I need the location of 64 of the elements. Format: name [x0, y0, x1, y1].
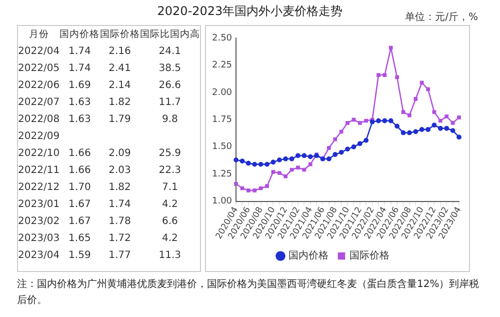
data-label: 1.74: [68, 45, 92, 59]
data-label: 1.70: [68, 181, 92, 195]
data-label: 22.3: [158, 164, 182, 178]
data-label: 7.1: [160, 181, 179, 195]
text: 国际比国内高: [140, 28, 200, 42]
data-label: 1.82: [108, 181, 132, 195]
data-label: 1.82: [108, 96, 132, 110]
category-label: 2022/07: [18, 96, 60, 110]
data-label: 2.41: [108, 62, 132, 76]
text: 注：国内价格为广州黄埔港优质麦到港价，国际价格为美国墨西哥湾硬红冬麦（蛋白质含量12%）到岸税后价。: [17, 278, 480, 308]
text: 单位：元/斤，%: [405, 10, 478, 24]
data-label: 1.65: [68, 232, 92, 246]
data-label: 11.3: [158, 249, 182, 263]
category-label: 2023/01: [18, 198, 60, 212]
data-label: 1.63: [68, 113, 92, 127]
data-label: 1.63: [68, 96, 92, 110]
y-tick-label: 1.00: [212, 196, 232, 207]
category-label: 2022/12: [18, 181, 60, 195]
legend-label: 国际价格: [350, 250, 390, 262]
data-label: 4.2: [160, 198, 179, 212]
data-label: 6.6: [160, 215, 179, 229]
data-label: 25.9: [158, 147, 182, 161]
data-label: 4.2: [160, 232, 179, 246]
data-label: 2.03: [108, 164, 132, 178]
category-label: 2022/10: [18, 147, 60, 161]
data-label: 26.6: [158, 79, 182, 93]
y-tick-label: 1.25: [212, 169, 232, 180]
data-label: 2.16: [108, 45, 132, 59]
data-label: 1.79: [108, 113, 132, 127]
text: 国内价格: [60, 28, 100, 42]
data-label: 24.1: [158, 45, 182, 59]
data-label: 9.8: [160, 113, 179, 127]
data-label: 38.5: [158, 62, 182, 76]
text: 国际价格: [100, 28, 140, 42]
data-label: 11.7: [158, 96, 182, 110]
category-label: 2022/09: [18, 130, 60, 144]
legend-label: 国内价格: [288, 250, 328, 262]
y-tick-label: 2.25: [212, 60, 232, 71]
y-tick-label: 2.50: [212, 33, 232, 44]
category-label: 2022/04: [18, 45, 60, 59]
category-label: 2022/11: [18, 164, 60, 178]
data-label: 1.69: [68, 79, 92, 93]
data-label: 2.14: [108, 79, 132, 93]
category-label: 2023/03: [18, 232, 60, 246]
data-label: 1.78: [108, 215, 132, 229]
text: 月份: [28, 28, 50, 42]
data-label: 1.59: [68, 249, 92, 263]
category-label: 2023/04: [18, 249, 60, 263]
category-label: 2022/05: [18, 62, 60, 76]
data-label: 1.67: [68, 215, 92, 229]
y-tick-label: 1.75: [212, 115, 232, 126]
data-label: 1.66: [68, 164, 92, 178]
y-tick-label: 2.00: [212, 88, 232, 98]
y-tick-label: 1.50: [212, 142, 232, 152]
category-label: 2022/08: [18, 113, 60, 127]
data-label: 1.72: [108, 232, 132, 246]
data-label: 1.77: [108, 249, 132, 263]
data-label: 1.74: [108, 198, 132, 212]
data-label: 1.67: [68, 198, 92, 212]
data-label: 1.66: [68, 147, 92, 161]
data-label: 2.09: [108, 147, 132, 161]
data-label: 1.74: [68, 62, 92, 76]
category-label: 2022/06: [18, 79, 60, 93]
chart-title: 2020-2023年国内外小麦价格走势: [157, 4, 343, 18]
